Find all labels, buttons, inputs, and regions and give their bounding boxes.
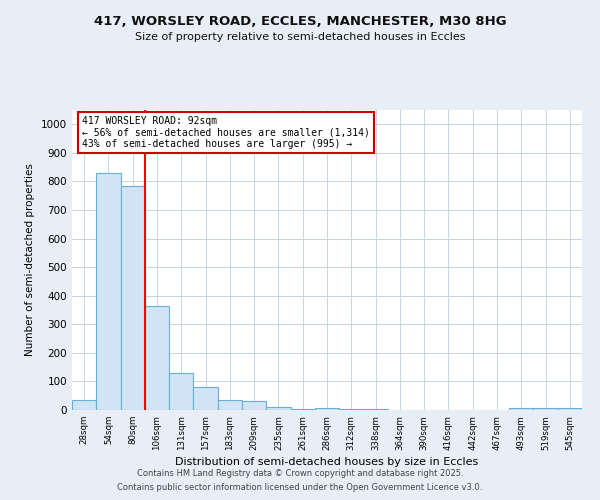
Bar — [242, 402, 266, 410]
Bar — [290, 408, 315, 410]
Bar — [96, 173, 121, 410]
X-axis label: Distribution of semi-detached houses by size in Eccles: Distribution of semi-detached houses by … — [175, 456, 479, 466]
Bar — [533, 408, 558, 410]
Bar — [121, 186, 145, 410]
Text: 417, WORSLEY ROAD, ECCLES, MANCHESTER, M30 8HG: 417, WORSLEY ROAD, ECCLES, MANCHESTER, M… — [94, 15, 506, 28]
Bar — [266, 407, 290, 410]
Bar — [558, 408, 582, 410]
Bar — [169, 373, 193, 410]
Bar — [218, 400, 242, 410]
Text: Contains public sector information licensed under the Open Government Licence v3: Contains public sector information licen… — [118, 484, 482, 492]
Y-axis label: Number of semi-detached properties: Number of semi-detached properties — [25, 164, 35, 356]
Bar — [339, 409, 364, 410]
Text: Size of property relative to semi-detached houses in Eccles: Size of property relative to semi-detach… — [135, 32, 465, 42]
Text: Contains HM Land Registry data © Crown copyright and database right 2025.: Contains HM Land Registry data © Crown c… — [137, 468, 463, 477]
Bar — [509, 408, 533, 410]
Bar — [72, 400, 96, 410]
Bar — [315, 408, 339, 410]
Bar — [193, 387, 218, 410]
Text: 417 WORSLEY ROAD: 92sqm
← 56% of semi-detached houses are smaller (1,314)
43% of: 417 WORSLEY ROAD: 92sqm ← 56% of semi-de… — [82, 116, 370, 149]
Bar — [145, 306, 169, 410]
